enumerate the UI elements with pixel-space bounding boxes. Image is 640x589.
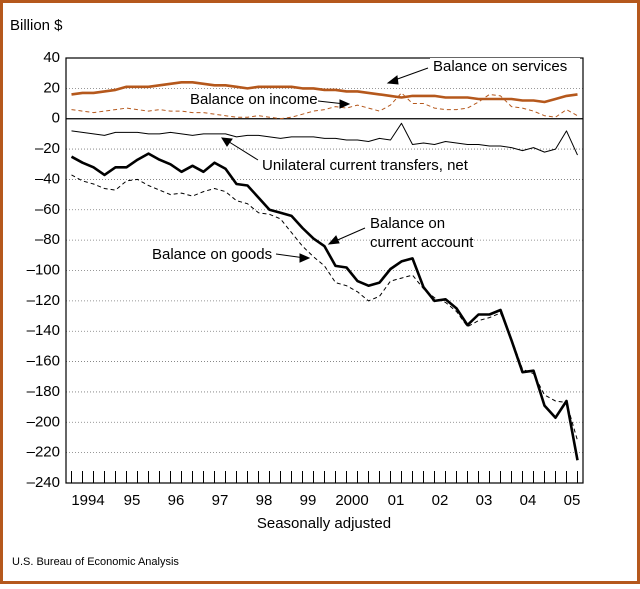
- x-axis-label: Seasonally adjusted: [257, 515, 391, 532]
- x-tick-label: 97: [212, 492, 229, 509]
- x-tick-label: 2000: [335, 492, 368, 509]
- y-tick-label: –140: [27, 322, 60, 339]
- arrow-head: [221, 137, 233, 147]
- y-tick-label: –160: [27, 353, 60, 370]
- label-bg: [430, 58, 580, 75]
- y-tick-label: –20: [35, 140, 60, 157]
- arrow: [391, 67, 429, 82]
- annotation-arrows: [221, 67, 429, 263]
- y-tick-label: –60: [35, 201, 60, 218]
- arrow-head: [327, 235, 340, 245]
- y-tick-label: –240: [27, 474, 60, 491]
- x-tick-label: 95: [124, 492, 141, 509]
- arrow-head: [339, 99, 351, 109]
- annotation: Balance on income: [190, 91, 318, 108]
- y-tick-label: –120: [27, 292, 60, 309]
- x-tick-label: 98: [256, 492, 273, 509]
- label-bg: [188, 92, 318, 109]
- y-tick-label: –80: [35, 231, 60, 248]
- x-tick-label: 03: [476, 492, 493, 509]
- x-tick-label: 1994: [71, 492, 104, 509]
- arrow-head: [299, 253, 311, 263]
- source: U.S. Bureau of Economic Analysis: [12, 556, 179, 568]
- y-axis-label: Billion $: [10, 17, 63, 34]
- x-tick-label: 96: [168, 492, 185, 509]
- series-line: [71, 174, 578, 441]
- x-tick-label: 02: [432, 492, 449, 509]
- x-tick-label: 99: [300, 492, 317, 509]
- y-tick-label: 20: [43, 79, 60, 96]
- x-tick-label: 04: [520, 492, 537, 509]
- series-line: [71, 92, 578, 120]
- x-tick-label: 05: [564, 492, 581, 509]
- annotation: Unilateral current transfers, net: [262, 157, 469, 174]
- annotation: current account: [370, 234, 474, 251]
- y-tick-label: –220: [27, 444, 60, 461]
- y-tick-label: –180: [27, 383, 60, 400]
- y-tick-label: –40: [35, 170, 60, 187]
- annotation: Balance on goods: [152, 246, 272, 263]
- y-tick-label: –100: [27, 261, 60, 278]
- series-line: [71, 122, 578, 156]
- y-tick-label: –200: [27, 413, 60, 430]
- series-line: [70, 152, 579, 461]
- y-tick-label: 0: [52, 110, 60, 127]
- annotation: Balance on services: [433, 58, 567, 75]
- y-tick-label: 40: [43, 49, 60, 66]
- arrow: [332, 227, 366, 243]
- x-tick-label: 01: [388, 492, 405, 509]
- series-line: [71, 81, 578, 104]
- arrow-head: [386, 75, 399, 85]
- arrow: [225, 139, 259, 161]
- annotation: Balance on: [370, 215, 445, 232]
- plot-border: [65, 57, 584, 484]
